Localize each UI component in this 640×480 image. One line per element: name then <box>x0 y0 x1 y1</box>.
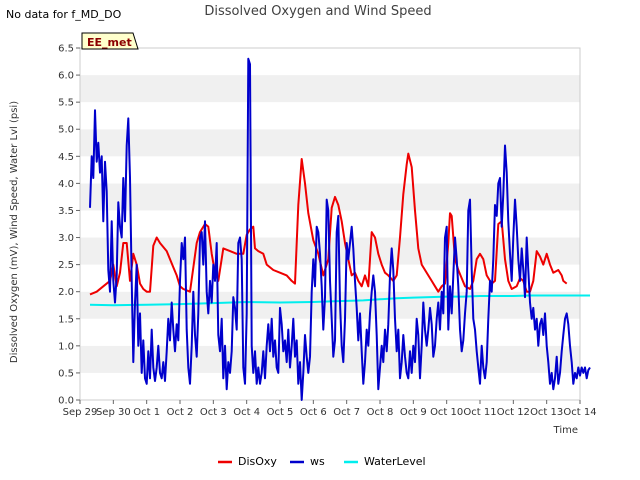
y-tick-label: 5.5 <box>58 98 74 109</box>
grid-band <box>80 129 580 157</box>
y-tick-label: 5.0 <box>58 125 74 136</box>
y-tick-label: 4.0 <box>58 179 74 190</box>
x-tick-label: Oct 4 <box>233 407 260 418</box>
y-tick-label: 6.0 <box>58 71 74 82</box>
y-tick-label: 0.0 <box>58 396 74 407</box>
y-tick-label: 6.5 <box>58 44 74 55</box>
x-tick-label: Oct 9 <box>400 407 427 418</box>
x-tick-label: Sep 30 <box>96 407 131 418</box>
y-tick-label: 2.5 <box>58 260 74 271</box>
legend-label-disoxy: DisOxy <box>238 455 277 468</box>
series-layer <box>89 57 591 401</box>
x-tick-label: Oct 3 <box>200 407 227 418</box>
no-data-note: No data for f_MD_DO <box>6 8 122 21</box>
legend-label-ws: ws <box>310 455 325 468</box>
plot-frame <box>79 47 581 401</box>
grid-band <box>80 183 580 211</box>
y-tick-label: 1.0 <box>58 341 74 352</box>
y-axis-label: Dissolved Oxygen (mV), Wind Speed, Water… <box>9 101 20 363</box>
legend-label-waterlevel: WaterLevel <box>364 455 426 468</box>
x-tick-label: Oct 8 <box>367 407 394 418</box>
grid-band <box>80 48 580 76</box>
y-tick-label: 4.5 <box>58 152 74 163</box>
x-tick-label: Oct 12 <box>497 407 530 418</box>
site-badge: EE_met <box>81 32 139 50</box>
chart-title: Dissolved Oxygen and Wind Speed <box>204 4 431 19</box>
x-tick-label: Oct 10 <box>430 407 463 418</box>
x-tick-label: Oct 11 <box>463 407 496 418</box>
y-axis: 0.0 0.5 1.0 1.5 2.0 2.5 3.0 3.5 4.0 4.5 5.0 5.5 6.0 6… <box>58 44 80 407</box>
y-tick-label: 3.0 <box>58 233 74 244</box>
x-tick-label: Oct 13 <box>530 407 563 418</box>
y-tick-label: 2.0 <box>58 287 74 298</box>
legend: DisOxy ws WaterLevel <box>218 455 426 468</box>
y-tick-label: 0.5 <box>58 368 74 379</box>
x-tick-label: Oct 5 <box>267 407 294 418</box>
x-tick-label: Sep 29 <box>63 407 98 418</box>
grid-band <box>80 345 580 373</box>
grid-band <box>80 372 580 400</box>
y-tick-label: 1.5 <box>58 314 74 325</box>
site-badge-box <box>81 32 139 50</box>
grid-band <box>80 75 580 103</box>
x-tick-label: Oct 14 <box>563 407 596 418</box>
y-tick-label: 3.5 <box>58 206 74 217</box>
series-line-ws <box>89 57 591 401</box>
x-tick-label: Oct 1 <box>133 407 160 418</box>
x-tick-label: Oct 7 <box>333 407 360 418</box>
grid-band <box>80 102 580 130</box>
grid-band <box>80 156 580 184</box>
site-badge-label: EE_met <box>87 36 132 49</box>
x-tick-label: Oct 6 <box>300 407 327 418</box>
x-axis-label: Time <box>553 425 578 436</box>
grid-band <box>80 318 580 346</box>
x-tick-label: Oct 2 <box>167 407 194 418</box>
